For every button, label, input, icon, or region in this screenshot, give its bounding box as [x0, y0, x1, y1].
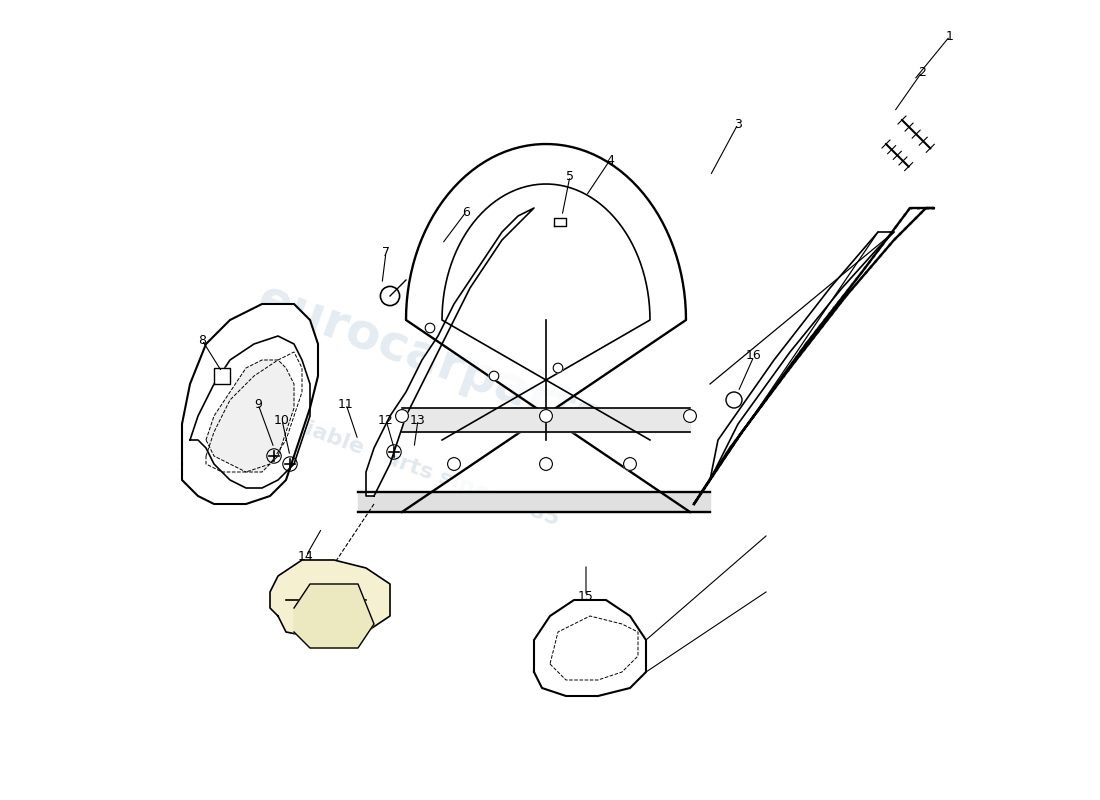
Text: 16: 16	[746, 350, 762, 362]
Polygon shape	[182, 304, 318, 504]
Polygon shape	[694, 208, 934, 504]
Polygon shape	[534, 600, 646, 696]
Text: 8: 8	[198, 334, 206, 346]
Text: eurocarparts: eurocarparts	[251, 275, 609, 445]
Circle shape	[490, 371, 498, 381]
Circle shape	[426, 323, 434, 333]
Text: 5: 5	[566, 170, 574, 182]
Circle shape	[540, 458, 552, 470]
Text: 11: 11	[338, 398, 354, 410]
Circle shape	[540, 410, 552, 422]
Text: a reliable parts since1985: a reliable parts since1985	[250, 399, 562, 529]
Polygon shape	[270, 560, 390, 640]
Text: 4: 4	[606, 154, 614, 166]
Text: 9: 9	[254, 398, 262, 410]
Circle shape	[553, 363, 563, 373]
Circle shape	[381, 286, 399, 306]
Polygon shape	[190, 336, 310, 488]
Text: 3: 3	[734, 118, 741, 130]
Text: 1: 1	[946, 30, 954, 42]
Text: 15: 15	[579, 590, 594, 602]
Text: 10: 10	[274, 414, 290, 426]
Text: 6: 6	[462, 206, 470, 218]
Text: 14: 14	[298, 550, 314, 562]
Polygon shape	[366, 208, 534, 496]
Circle shape	[396, 410, 408, 422]
Text: 12: 12	[378, 414, 394, 426]
Polygon shape	[206, 360, 294, 472]
Polygon shape	[554, 218, 566, 226]
Circle shape	[683, 410, 696, 422]
Polygon shape	[402, 144, 690, 512]
Circle shape	[726, 392, 742, 408]
Polygon shape	[294, 584, 374, 648]
Text: 2: 2	[918, 66, 926, 78]
Polygon shape	[214, 368, 230, 384]
Text: 13: 13	[410, 414, 426, 426]
Text: 7: 7	[382, 246, 390, 258]
Circle shape	[624, 458, 637, 470]
Circle shape	[448, 458, 461, 470]
